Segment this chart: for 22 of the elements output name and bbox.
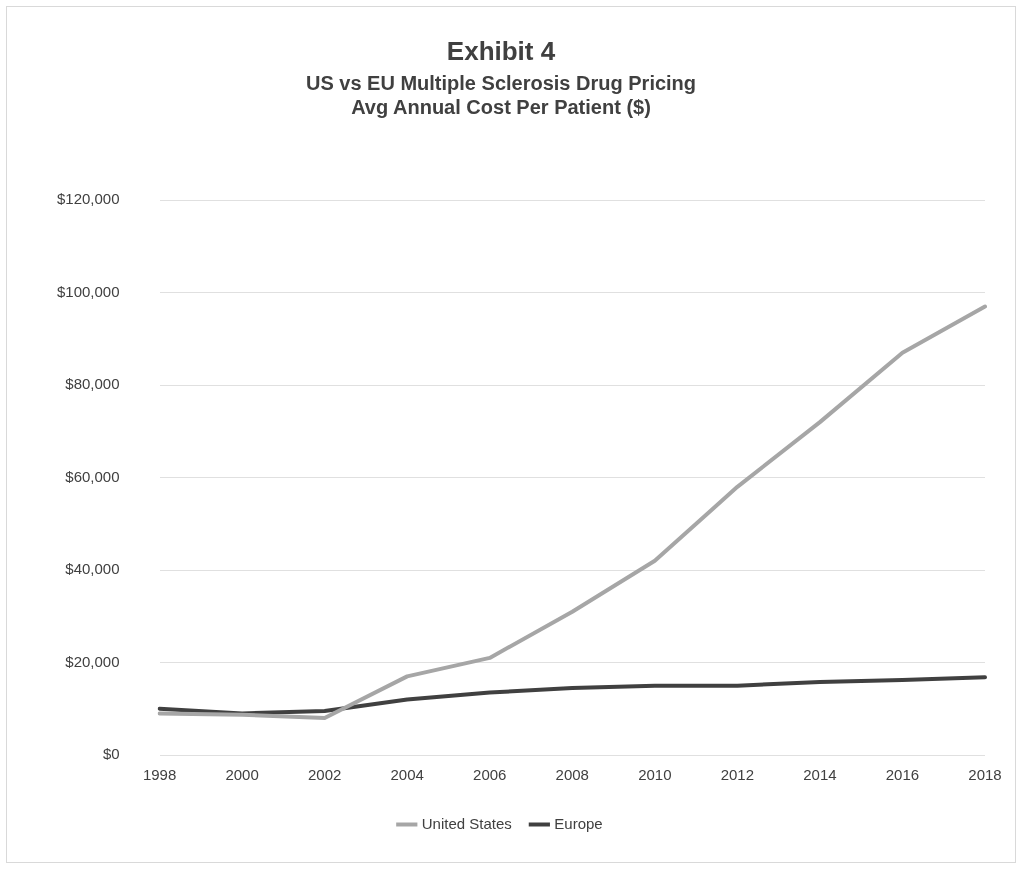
x-tick-label: 2016 [885, 766, 920, 784]
y-tick-label: $60,000 [65, 467, 120, 485]
y-tick-label: $20,000 [65, 652, 120, 670]
x-tick-label: 2010 [638, 766, 672, 784]
x-tick-label: 2014 [803, 766, 837, 784]
y-tick-label: $80,000 [65, 375, 120, 393]
x-tick-label: 2012 [720, 766, 755, 784]
chart-subtitle: US vs EU Multiple Sclerosis Drug Pricing Avg Annual Cost Per Patient ($) [305, 71, 697, 118]
x-tick-label: 2006 [473, 766, 507, 784]
y-tick-label: $120,000 [56, 190, 120, 208]
y-tick-label: $0 [102, 745, 120, 763]
legend-label: Europe [554, 814, 603, 832]
legend-label: United States [421, 814, 512, 832]
x-tick-label: 1998 [142, 766, 177, 784]
x-tick-label: 2004 [390, 766, 424, 784]
x-tick-label: 2000 [225, 766, 259, 784]
x-tick-label: 2002 [307, 766, 342, 784]
x-tick-label: 2018 [968, 766, 1002, 784]
x-tick-label: 2008 [555, 766, 589, 784]
y-tick-label: $40,000 [65, 560, 120, 578]
y-tick-label: $100,000 [56, 282, 120, 300]
chart-title: Exhibit 4 [446, 35, 556, 66]
